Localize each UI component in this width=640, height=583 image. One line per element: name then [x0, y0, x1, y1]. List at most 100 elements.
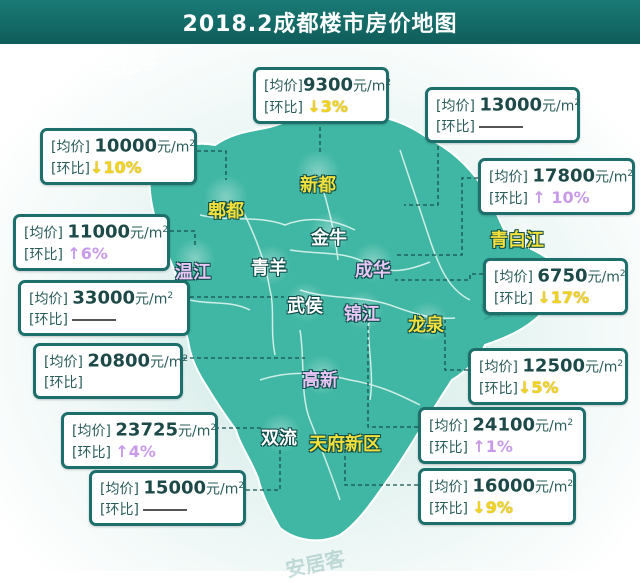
change-label: [环比]	[494, 290, 533, 307]
avg-label: [均价]	[436, 98, 475, 115]
district-glows	[175, 150, 544, 453]
avg-label: [均价]	[429, 418, 468, 435]
avg-price: 11000	[67, 221, 131, 243]
avg-label: [均价]	[100, 481, 139, 498]
price-card-jinjiang: [均价] 24100元/m2 [环比] ↑1%	[418, 407, 586, 464]
price-card-gaoxin: [均价] 15000元/m2 [环比]	[89, 470, 246, 526]
unit-sup: 2	[385, 78, 392, 88]
avg-price: 16000	[472, 475, 536, 497]
avg-label: [均价]	[429, 479, 468, 496]
change-value: ↓9%	[472, 497, 513, 517]
district-pixian: 郫都	[208, 201, 244, 222]
district-jinniu: 金牛	[311, 228, 347, 249]
change-value: ↓10%	[89, 157, 142, 177]
change-value: ↑ 10%	[532, 187, 590, 207]
change-value: ↑1%	[472, 436, 513, 456]
district-xindu: 新都	[300, 175, 336, 196]
unit-sup: 2	[210, 423, 217, 433]
map-title: 2018.2成都楼市房价地图	[182, 12, 458, 37]
unit-label: 元/m	[353, 78, 386, 95]
unit-label: 元/m	[595, 169, 628, 186]
title-bar: 2018.2成都楼市房价地图	[0, 0, 640, 44]
change-flat-dash	[478, 125, 523, 128]
avg-price: 6750	[537, 265, 588, 287]
unit-sup: 2	[238, 481, 245, 491]
change-value: ↑6%	[67, 243, 108, 263]
avg-label: [均价]	[29, 291, 68, 308]
unit-label: 元/m	[587, 269, 620, 286]
unit-label: 元/m	[585, 359, 618, 376]
change-label: [环比]	[72, 444, 111, 461]
district-jinjiang: 锦江	[344, 304, 380, 325]
unit-sup: 2	[567, 418, 574, 428]
district-shuangliu: 双流	[261, 428, 297, 449]
price-card-xindu: [均价]9300元/m2 [环比] ↓3%	[253, 67, 392, 124]
avg-label: [均价]	[51, 139, 90, 156]
avg-price: 9300	[302, 74, 354, 96]
avg-label: [均价]	[494, 269, 533, 286]
change-value: ↓3%	[307, 96, 348, 116]
price-card-tianfu: [均价] 16000元/m2 [环比] ↓9%	[418, 468, 576, 525]
district-gaoxin: 高新	[302, 370, 338, 391]
change-label: [环比]	[264, 99, 303, 116]
unit-label: 元/m	[535, 418, 568, 435]
district-chenghua: 成华	[355, 260, 391, 281]
district-longquan: 龙泉	[408, 315, 444, 336]
change-label: [环比]	[479, 380, 518, 397]
change-label: [环比]	[436, 118, 475, 135]
change-label: [环比]	[44, 374, 83, 391]
change-label: [环比]	[100, 501, 139, 518]
price-card-chenghua: [均价] 12500元/m2 [环比]↓5%	[468, 348, 628, 405]
unit-sup: 2	[619, 269, 626, 279]
avg-price: 23725	[115, 419, 179, 441]
avg-label: [均价]	[72, 423, 111, 440]
price-card-longquan: [均价] 6750元/m2 [环比] ↓17%	[483, 258, 628, 315]
change-label: [环比]	[29, 311, 68, 328]
district-wuhou: 武侯	[287, 296, 323, 317]
unit-label: 元/m	[206, 481, 239, 498]
avg-label: [均价]	[44, 354, 83, 371]
change-value: ↓5%	[517, 377, 559, 397]
district-qingbaijiang: 青白江	[490, 230, 544, 251]
price-card-wuhou: [均价] 20800元/m2 [环比]	[33, 343, 188, 399]
change-label: [环比]	[489, 190, 528, 207]
district-qingyang: 青羊	[251, 258, 287, 279]
avg-label: [均价]	[264, 78, 303, 95]
leader-lines	[170, 113, 483, 491]
price-card-wenjiang: [均价] 11000元/m2 [环比] ↑6%	[13, 214, 170, 271]
price-card-qingyang: [均价] 33000元/m2 [环比]	[18, 280, 190, 336]
avg-price: 12500	[522, 355, 586, 377]
avg-price: 13000	[479, 94, 543, 116]
avg-label: [均价]	[489, 169, 528, 186]
avg-label: [均价]	[479, 359, 518, 376]
district-tianfu: 天府新区	[309, 434, 381, 455]
price-card-qingbaijiang: [均价] 17800元/m2 [环比] ↑ 10%	[478, 158, 635, 215]
price-card-pixian: [均价] 10000元/m2 [环比]↓10%	[40, 128, 197, 185]
map-graphic	[148, 112, 557, 542]
district-wenjiang: 温江	[175, 262, 211, 283]
price-card-shuangliu: [均价] 23725元/m2 [环比] ↑4%	[61, 412, 218, 469]
unit-label: 元/m	[178, 423, 211, 440]
price-card-top-right: [均价] 13000元/m2 [环比]	[425, 87, 580, 143]
unit-sup: 2	[189, 139, 196, 149]
change-label: [环比]	[429, 439, 468, 456]
avg-price: 33000	[72, 287, 136, 309]
change-flat-dash	[71, 318, 116, 321]
unit-sup: 2	[574, 98, 581, 108]
avg-price: 24100	[472, 414, 536, 436]
change-label: [环比]	[51, 160, 90, 177]
unit-label: 元/m	[135, 291, 168, 308]
unit-label: 元/m	[157, 139, 190, 156]
unit-sup: 2	[567, 479, 574, 489]
change-value: ↓17%	[537, 287, 590, 307]
unit-sup: 2	[617, 359, 624, 369]
avg-price: 20800	[87, 350, 151, 372]
avg-price: 15000	[143, 477, 207, 499]
change-value: ↑4%	[115, 441, 156, 461]
unit-label: 元/m	[130, 225, 163, 242]
change-label: [环比]	[24, 246, 63, 263]
unit-sup: 2	[167, 291, 174, 301]
unit-sup: 2	[627, 169, 634, 179]
change-flat-dash	[142, 508, 187, 511]
unit-label: 元/m	[542, 98, 575, 115]
